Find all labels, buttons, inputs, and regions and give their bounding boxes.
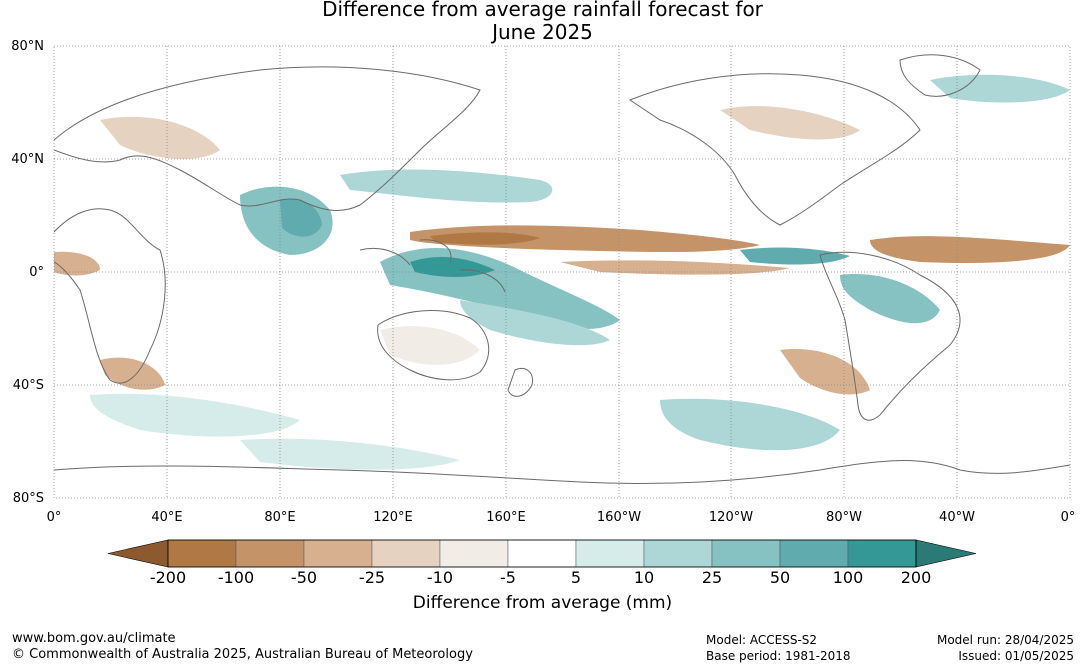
lat-label-80s: 80°S (12, 491, 44, 506)
colorbar-tick-label: 200 (900, 568, 932, 587)
rainfall-anomaly-map (53, 45, 1071, 499)
anomaly-patch-north-pacific (340, 169, 553, 203)
colorbar-tick-label: 10 (633, 568, 655, 587)
anomaly-patch-south-africa-dry (100, 357, 165, 390)
anomaly-patch-australia-dry (380, 326, 480, 365)
coastlines (54, 54, 1070, 484)
coastline-maritime-continent (359, 239, 506, 293)
lat-label-40n: 40°N (11, 152, 44, 167)
lon-label-0-left: 0° (46, 510, 62, 525)
colorbar-outline (167, 539, 917, 568)
anomaly-patch-south-atlantic-dry (780, 349, 870, 395)
anomaly-patch-warm-pool-core (410, 256, 495, 277)
footer-model: Model: ACCESS-S2 (706, 633, 818, 647)
map-frame (53, 45, 1071, 499)
coastline-australia (377, 310, 490, 381)
lat-label-80n: 80°N (11, 39, 44, 54)
anomaly-patch-south-indian (90, 393, 300, 437)
colorbar-tick-label: -25 (358, 568, 386, 587)
chart-title-line1: Difference from average rainfall forecas… (322, 0, 763, 21)
colorbar-tick-label: 25 (701, 568, 723, 587)
colorbar-cell (439, 539, 509, 568)
colorbar-tick-label: -200 (149, 568, 187, 587)
colorbar-tick-label: -100 (217, 568, 255, 587)
colorbar-cell (235, 539, 305, 568)
footer-base-period: Base period: 1981-2018 (706, 649, 851, 663)
coastline-greenland (899, 54, 981, 97)
lon-label-120w: 120°W (708, 510, 754, 525)
lat-label-40s: 40°S (12, 378, 44, 393)
lon-label-0-right: 0° (1060, 510, 1076, 525)
lon-label-80w: 80°W (826, 510, 862, 525)
anomaly-patch-central-pacific-dry (410, 225, 760, 253)
colorbar-tick-label: 100 (832, 568, 864, 587)
colorbar-tick-label: -50 (290, 568, 318, 587)
colorbar-cell (847, 539, 917, 568)
anomaly-patch-bay-of-bengal (280, 198, 322, 237)
lon-label-40w: 40°W (939, 510, 975, 525)
colorbar-cell (779, 539, 849, 568)
colorbar-cell (507, 539, 577, 568)
lon-label-160e: 160°E (486, 510, 526, 525)
anomaly-patch-equatorial-dry (560, 260, 790, 275)
colorbar-extend-low (107, 539, 169, 568)
colorbar-cell (575, 539, 645, 568)
lon-label-160w: 160°W (596, 510, 642, 525)
colorbar-cell (303, 539, 373, 568)
anomaly-field (54, 74, 1070, 470)
graticule (54, 46, 1070, 498)
colorbar-tick-label: -5 (500, 568, 516, 587)
colorbar (107, 539, 977, 568)
colorbar-tick-label: 50 (769, 568, 791, 587)
colorbar-tick-label: 5 (570, 568, 582, 587)
colorbar-tick-label: -10 (426, 568, 454, 587)
lon-label-120e: 120°E (373, 510, 413, 525)
colorbar-cell (711, 539, 781, 568)
anomaly-patch-arctic (930, 74, 1070, 103)
anomaly-patch-south-america (840, 274, 940, 324)
anomaly-patch-southern-ocean (660, 398, 840, 451)
anomaly-patch-south-pacific (460, 300, 610, 346)
coastline-antarctica (54, 460, 1070, 484)
colorbar-cell (643, 539, 713, 568)
footer-issued: Issued: 01/05/2025 (958, 649, 1074, 663)
footer-model-run: Model run: 28/04/2025 (936, 633, 1074, 647)
anomaly-patch-africa-dry (54, 251, 100, 276)
anomaly-patch-north-america-dry (720, 106, 860, 140)
colorbar-cell (371, 539, 441, 568)
footer-copyright: © Commonwealth of Australia 2025, Austra… (12, 647, 473, 662)
anomaly-patch-atlantic-dry (870, 236, 1070, 264)
coastline-north-america (628, 73, 921, 226)
chart-title-line2: June 2025 (492, 20, 593, 44)
anomaly-patch-antarctic (240, 438, 460, 470)
anomaly-patch-asia-dry (100, 116, 220, 160)
colorbar-extend-high (915, 539, 977, 568)
anomaly-patch-central-pacific-dry-core (430, 232, 540, 245)
lon-label-80e: 80°E (264, 510, 296, 525)
footer-website: www.bom.gov.au/climate (12, 631, 176, 646)
coastline-south-america (819, 251, 961, 421)
coastline-eurasia (54, 66, 481, 211)
lon-label-40e: 40°E (151, 510, 183, 525)
coastline-africa (54, 208, 166, 384)
lat-label-0: 0° (29, 265, 44, 280)
colorbar-cell (167, 539, 237, 568)
colorbar-label: Difference from average (mm) (412, 593, 673, 613)
anomaly-patch-east-pacific (740, 247, 850, 265)
